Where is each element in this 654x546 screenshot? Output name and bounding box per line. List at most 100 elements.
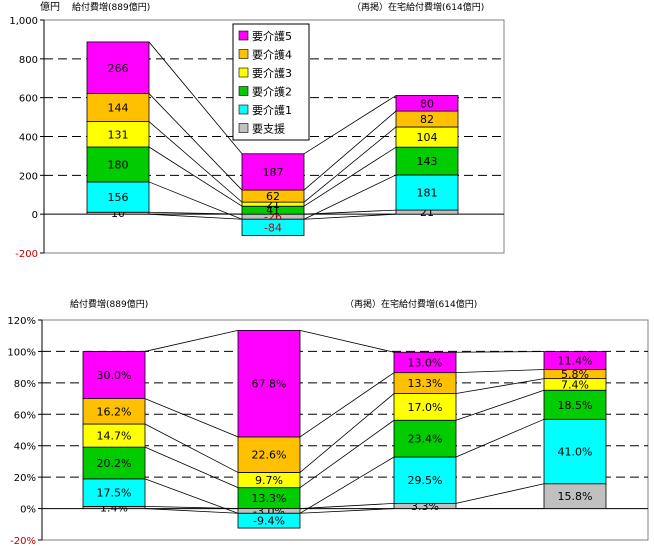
legend: 要介護5 要介護4 要介護3 要介護2 要介護1 要支援 <box>232 23 310 141</box>
data-label: 13.3% <box>252 492 287 505</box>
header-right: （再掲）在宅給付費増(614億円) <box>345 298 477 310</box>
connector-line <box>144 398 239 438</box>
bar-segment <box>86 121 150 148</box>
connector-line <box>455 351 545 353</box>
legend-label: 要介護3 <box>252 66 292 80</box>
connector-line <box>144 508 239 514</box>
data-label: 9.7% <box>255 474 283 487</box>
y-tick-label: 100% <box>7 347 36 358</box>
connector-line <box>455 378 545 394</box>
legend-label: 要介護5 <box>252 29 292 43</box>
y-tick-label: -20% <box>10 536 36 546</box>
connector-line <box>299 508 395 514</box>
bar-segment <box>82 398 146 425</box>
connector-line <box>299 456 395 514</box>
y-tick-label: 600 <box>19 94 38 105</box>
legend-swatch <box>238 123 249 133</box>
data-label: 29.5% <box>408 474 443 487</box>
data-label: 23.4% <box>408 433 443 446</box>
connector-line <box>144 329 239 352</box>
data-label: 13.3% <box>408 377 443 390</box>
data-label: 266 <box>108 62 129 75</box>
data-label: 7.4% <box>561 378 589 391</box>
connector-line <box>299 393 395 473</box>
bar-segment <box>86 41 150 94</box>
y-tick-label: 40% <box>14 442 36 453</box>
data-label: 30.0% <box>97 369 132 382</box>
connector-line <box>148 181 243 220</box>
bar-segment <box>237 512 301 529</box>
bottom-chart: -20%0%20%40%60%80%100%120%1.4%17.5%20.2%… <box>7 298 649 546</box>
data-label: 131 <box>108 128 129 141</box>
bar-segment <box>241 218 305 236</box>
connector-line <box>148 211 243 215</box>
connector-line <box>148 146 243 207</box>
legend-swatch <box>238 49 249 59</box>
connector-line <box>303 126 397 203</box>
data-label: 80 <box>420 97 434 110</box>
data-label: 180 <box>108 158 129 171</box>
data-label: 143 <box>417 155 438 168</box>
data-label: 41 <box>266 204 280 217</box>
data-label: 41.0% <box>558 446 593 459</box>
connector-line <box>148 121 243 203</box>
header-left: 給付費増(889億円) <box>70 298 148 310</box>
connector-line <box>144 505 239 509</box>
top-chart: -20002004006008001,00010156180131144266-… <box>9 0 505 260</box>
y-tick-label: 120% <box>7 316 36 327</box>
connector-line <box>144 446 239 489</box>
legend-swatch <box>238 104 249 115</box>
connector-line <box>303 174 397 220</box>
connector-line <box>303 110 397 191</box>
legend-label: 要介護1 <box>252 103 292 117</box>
y-tick-label: 400 <box>19 133 38 144</box>
legend-swatch <box>238 67 249 78</box>
y-axis-unit-label: 億円 <box>40 0 60 13</box>
connector-line <box>144 423 239 473</box>
connector-line <box>148 41 243 155</box>
data-label: 104 <box>417 131 438 144</box>
bar-segment <box>82 446 146 480</box>
legend-box <box>232 23 310 141</box>
y-tick-label: 0 <box>32 210 38 221</box>
y-tick-label: -200 <box>15 249 38 260</box>
bar-segment <box>543 418 607 485</box>
data-label: -84 <box>264 221 282 234</box>
header-right: （再掲）在宅給付費増(614億円) <box>352 1 484 13</box>
data-label: -9.4% <box>253 515 285 528</box>
data-label: 181 <box>417 187 438 200</box>
data-label: 82 <box>420 113 434 126</box>
bar-segment <box>86 93 150 122</box>
y-tick-label: 1,000 <box>9 16 38 27</box>
connector-line <box>299 502 395 509</box>
connector-line <box>455 418 545 458</box>
connector-line <box>144 478 239 514</box>
bar-segment <box>393 419 457 458</box>
bar-segment <box>82 351 146 399</box>
connector-line <box>455 483 545 504</box>
connector-line <box>303 213 397 220</box>
y-tick-label: 800 <box>19 55 38 66</box>
connector-line <box>299 372 395 438</box>
bar-segment <box>395 95 459 112</box>
bar-segment <box>543 389 607 420</box>
legend-swatch <box>238 30 249 41</box>
data-label: 62 <box>266 190 280 203</box>
data-label: 17.0% <box>408 401 443 414</box>
data-label: 67.8% <box>252 378 287 391</box>
bar-segment <box>241 153 305 191</box>
bar-segment <box>237 329 301 438</box>
connector-line <box>148 93 243 191</box>
bar-segment <box>543 351 607 370</box>
bar-segment <box>393 456 457 504</box>
connector-line <box>303 95 397 155</box>
legend-label: 要介護2 <box>252 85 292 99</box>
data-label: 156 <box>108 191 129 204</box>
connector-line <box>455 389 545 421</box>
legend-label: 要支援 <box>252 122 285 136</box>
connector-line <box>299 419 395 488</box>
connector-line <box>455 369 545 374</box>
data-label: 11.4% <box>558 355 593 368</box>
y-tick-label: 0% <box>20 505 36 516</box>
